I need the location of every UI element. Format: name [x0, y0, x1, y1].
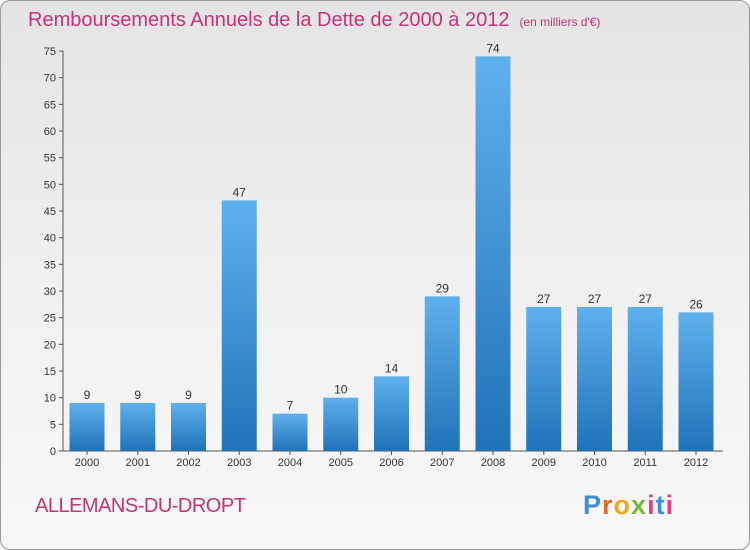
value-label-2001: 9 — [134, 388, 141, 402]
y-tick-label: 50 — [44, 179, 56, 191]
bar-2001 — [120, 403, 156, 451]
y-tick-label: 35 — [44, 259, 56, 271]
x-tick-label-2000: 2000 — [75, 457, 99, 469]
logo-letter: i — [665, 490, 675, 520]
value-label-2009: 27 — [537, 292, 551, 306]
bar-2004 — [272, 413, 308, 451]
x-tick-label-2002: 2002 — [176, 457, 200, 469]
y-tick-label: 70 — [44, 73, 56, 85]
logo-letter: o — [613, 490, 632, 520]
y-tick-label: 20 — [44, 339, 56, 351]
x-tick-label-2003: 2003 — [227, 457, 251, 469]
value-label-2004: 7 — [287, 399, 294, 413]
logo-letter: t — [655, 490, 666, 520]
y-tick-label: 75 — [44, 46, 56, 58]
chart-title: Remboursements Annuels de la Dette de 20… — [28, 9, 600, 32]
logo-letter: r — [602, 490, 614, 520]
logo-letter: x — [631, 490, 648, 520]
bar-2010 — [577, 307, 612, 451]
value-label-2000: 9 — [84, 388, 91, 402]
value-labels: 9 9 9 47 7 10 14 29 74 27 27 27 26 — [84, 41, 703, 412]
value-label-2007: 29 — [436, 281, 450, 295]
y-tick-label: 40 — [44, 233, 56, 245]
value-label-2003: 47 — [233, 185, 247, 199]
bar-2011 — [627, 307, 663, 451]
bar-2008 — [475, 56, 511, 451]
x-tick-label-2005: 2005 — [329, 457, 353, 469]
x-tick-label-2009: 2009 — [532, 457, 556, 469]
y-tick-label: 15 — [44, 366, 56, 378]
bar-2000 — [69, 403, 105, 451]
value-label-2006: 14 — [385, 361, 399, 375]
x-tick-label-2004: 2004 — [278, 457, 302, 469]
x-tick-label-2011: 2011 — [633, 457, 657, 469]
y-tick-label: 30 — [44, 286, 56, 298]
value-label-2011: 27 — [639, 292, 653, 306]
logo-letter: P — [583, 490, 603, 520]
value-label-2012: 26 — [689, 297, 703, 311]
x-tick-label-2001: 2001 — [126, 457, 150, 469]
bar-2002 — [171, 403, 206, 451]
x-axis: 2000 2001 2002 2003 2004 2005 2006 2007 2008 2009… — [63, 450, 723, 469]
x-tick-label-2012: 2012 — [684, 457, 708, 469]
logo-letter: i — [647, 490, 656, 520]
x-tick-label-2010: 2010 — [582, 457, 606, 469]
commune-name: ALLEMANS-DU-DROPT — [35, 495, 246, 517]
y-tick-label: 0 — [50, 446, 56, 458]
y-tick-label: 10 — [44, 393, 56, 405]
value-label-2008: 74 — [486, 41, 500, 55]
y-tick-label: 65 — [44, 99, 56, 111]
y-tick-label: 25 — [44, 313, 56, 325]
x-tick-label-2008: 2008 — [481, 457, 505, 469]
y-tick-label: 60 — [44, 126, 56, 138]
bar-2012 — [678, 312, 714, 451]
x-tick-label-2007: 2007 — [430, 457, 454, 469]
value-label-2010: 27 — [588, 292, 602, 306]
bars — [69, 56, 714, 451]
bar-2003 — [221, 200, 257, 451]
proxiti-logo[interactable]: Proxiti — [583, 490, 674, 521]
y-tick-label: 45 — [44, 206, 56, 218]
y-axis: 0 5 10 15 20 25 30 35 40 45 50 55 60 65 70 75 — [44, 46, 64, 458]
bar-2009 — [526, 307, 562, 451]
chart-unit-note: (en milliers d'€) — [519, 15, 601, 29]
value-label-2002: 9 — [185, 388, 192, 402]
x-tick-label-2006: 2006 — [379, 457, 403, 469]
bar-2007 — [424, 296, 460, 451]
value-label-2005: 10 — [334, 383, 348, 397]
bar-2006 — [374, 376, 409, 451]
y-tick-label: 55 — [44, 153, 56, 165]
chart-title-text: Remboursements Annuels de la Dette de 20… — [28, 9, 510, 31]
y-tick-label: 5 — [50, 419, 56, 431]
bar-2005 — [323, 397, 359, 451]
